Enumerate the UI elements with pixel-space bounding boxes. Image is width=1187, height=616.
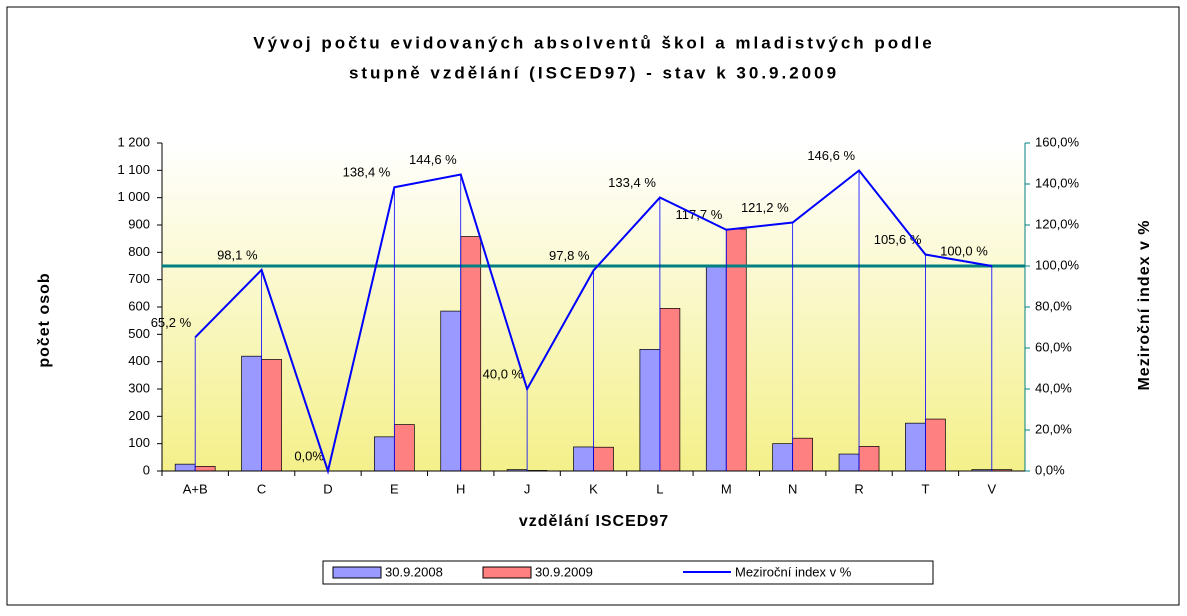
- data-label: 121,2 %: [741, 200, 789, 215]
- data-label: 100,0 %: [940, 243, 988, 258]
- y-tick-label: 200: [128, 408, 150, 423]
- bar: [460, 236, 482, 472]
- chart-title: stupně vzdělání (ISCED97) - stav k 30.9.…: [349, 63, 839, 82]
- data-label: 40,0 %: [483, 366, 524, 381]
- x-tick-label: A+B: [183, 481, 208, 496]
- bar: [393, 424, 415, 472]
- y2-tick-label: 80,0%: [1035, 298, 1072, 313]
- bar: [925, 418, 946, 472]
- y-tick-label: 900: [128, 216, 150, 231]
- x-tick-label: R: [854, 481, 863, 496]
- bar: [194, 466, 216, 472]
- x-tick-label: T: [921, 481, 929, 496]
- y-tick-label: 0: [143, 462, 150, 477]
- x-axis-label: vzdělání ISCED97: [519, 513, 669, 530]
- y-tick-label: 1 100: [117, 162, 150, 177]
- data-label: 133,4 %: [608, 175, 656, 190]
- bar: [659, 308, 681, 472]
- data-label: 98,1 %: [217, 247, 258, 262]
- y-axis-label: počet osob: [36, 272, 53, 367]
- y2-tick-label: 160,0%: [1035, 134, 1080, 149]
- bar: [772, 443, 794, 472]
- legend-label: 30.9.2009: [535, 564, 593, 579]
- y2-axis-label: Meziroční index v %: [1136, 219, 1153, 390]
- x-tick-label: D: [323, 481, 332, 496]
- bar: [261, 359, 282, 472]
- data-label: 144,6 %: [409, 152, 457, 167]
- bar: [639, 349, 661, 472]
- y-tick-label: 800: [128, 244, 150, 259]
- x-tick-label: N: [788, 481, 797, 496]
- x-tick-label: H: [456, 481, 465, 496]
- y2-tick-label: 0,0%: [1035, 462, 1065, 477]
- data-label: 65,2 %: [151, 315, 192, 330]
- x-tick-label: L: [656, 481, 663, 496]
- data-label: 0,0%: [294, 448, 324, 463]
- x-tick-label: K: [589, 481, 598, 496]
- data-label: 138,4 %: [343, 165, 391, 180]
- x-tick-label: C: [257, 481, 266, 496]
- y-tick-label: 700: [128, 271, 150, 286]
- y-tick-label: 100: [128, 435, 150, 450]
- y-tick-label: 300: [128, 380, 150, 395]
- bar: [792, 437, 814, 472]
- y-tick-label: 600: [128, 298, 150, 313]
- y2-tick-label: 60,0%: [1035, 339, 1072, 354]
- x-tick-label: E: [390, 481, 399, 496]
- y-tick-label: 500: [128, 326, 150, 341]
- bar: [241, 355, 262, 472]
- y-tick-label: 1 200: [117, 134, 150, 149]
- y2-tick-label: 140,0%: [1035, 175, 1080, 190]
- y2-tick-label: 40,0%: [1035, 380, 1072, 395]
- bar: [705, 265, 727, 472]
- legend-label: Meziroční index v %: [735, 564, 852, 579]
- data-label: 97,8 %: [549, 248, 590, 263]
- bar: [373, 436, 395, 472]
- bar: [440, 310, 462, 472]
- y2-tick-label: 20,0%: [1035, 421, 1072, 436]
- y2-tick-label: 120,0%: [1035, 216, 1080, 231]
- legend-swatch: [332, 566, 382, 579]
- bar: [838, 453, 860, 472]
- x-tick-label: J: [524, 481, 531, 496]
- legend-swatch: [482, 566, 532, 579]
- line: [194, 169, 992, 475]
- y2-tick-label: 100,0%: [1035, 257, 1080, 272]
- bar: [174, 463, 196, 472]
- legend: [322, 560, 934, 585]
- bar: [593, 446, 614, 472]
- legend-label: 30.9.2008: [385, 564, 443, 579]
- x-tick-label: V: [987, 481, 996, 496]
- bar: [858, 446, 880, 472]
- y-tick-label: 1 000: [117, 189, 150, 204]
- data-label: 146,6 %: [807, 148, 855, 163]
- bar: [573, 446, 594, 472]
- x-tick-label: M: [721, 481, 732, 496]
- chart-title: Vývoj počtu evidovaných absolventů škol …: [253, 33, 934, 52]
- bar: [905, 422, 926, 472]
- y-tick-label: 400: [128, 353, 150, 368]
